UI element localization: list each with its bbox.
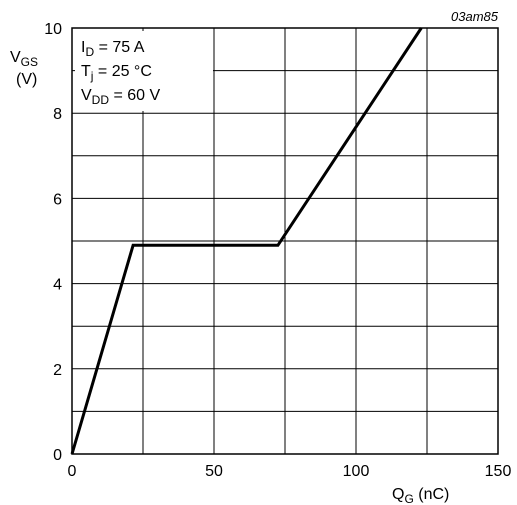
grid-lines xyxy=(72,28,498,454)
condition-tj: Tj = 25 °C xyxy=(81,63,152,83)
x-tick-label: 50 xyxy=(205,463,223,480)
y-tick-label: 10 xyxy=(44,21,62,38)
condition-vdd: VDD = 60 V xyxy=(81,87,160,107)
x-tick-labels: 0 50 100 150 xyxy=(68,463,512,480)
x-tick-label: 0 xyxy=(68,463,77,480)
x-axis-label: QG (nC) xyxy=(392,486,449,505)
y-tick-label: 4 xyxy=(53,277,62,294)
vgs-curve xyxy=(70,27,423,455)
y-tick-label: 8 xyxy=(53,106,62,123)
conditions-background xyxy=(75,31,213,111)
plot-frame xyxy=(71,27,499,455)
y-axis-label: VGS xyxy=(10,49,38,69)
y-tick-labels: 0 2 4 6 8 10 xyxy=(44,21,62,464)
y-tick-label: 6 xyxy=(53,191,62,208)
figure-reference: 03am85 xyxy=(451,9,499,24)
x-tick-label: 150 xyxy=(485,463,512,480)
condition-id: ID = 75 A xyxy=(81,39,145,59)
x-tick-label: 100 xyxy=(343,463,370,480)
y-axis-unit: (V) xyxy=(16,71,37,88)
y-tick-label: 0 xyxy=(53,447,62,464)
y-tick-label: 2 xyxy=(53,362,62,379)
